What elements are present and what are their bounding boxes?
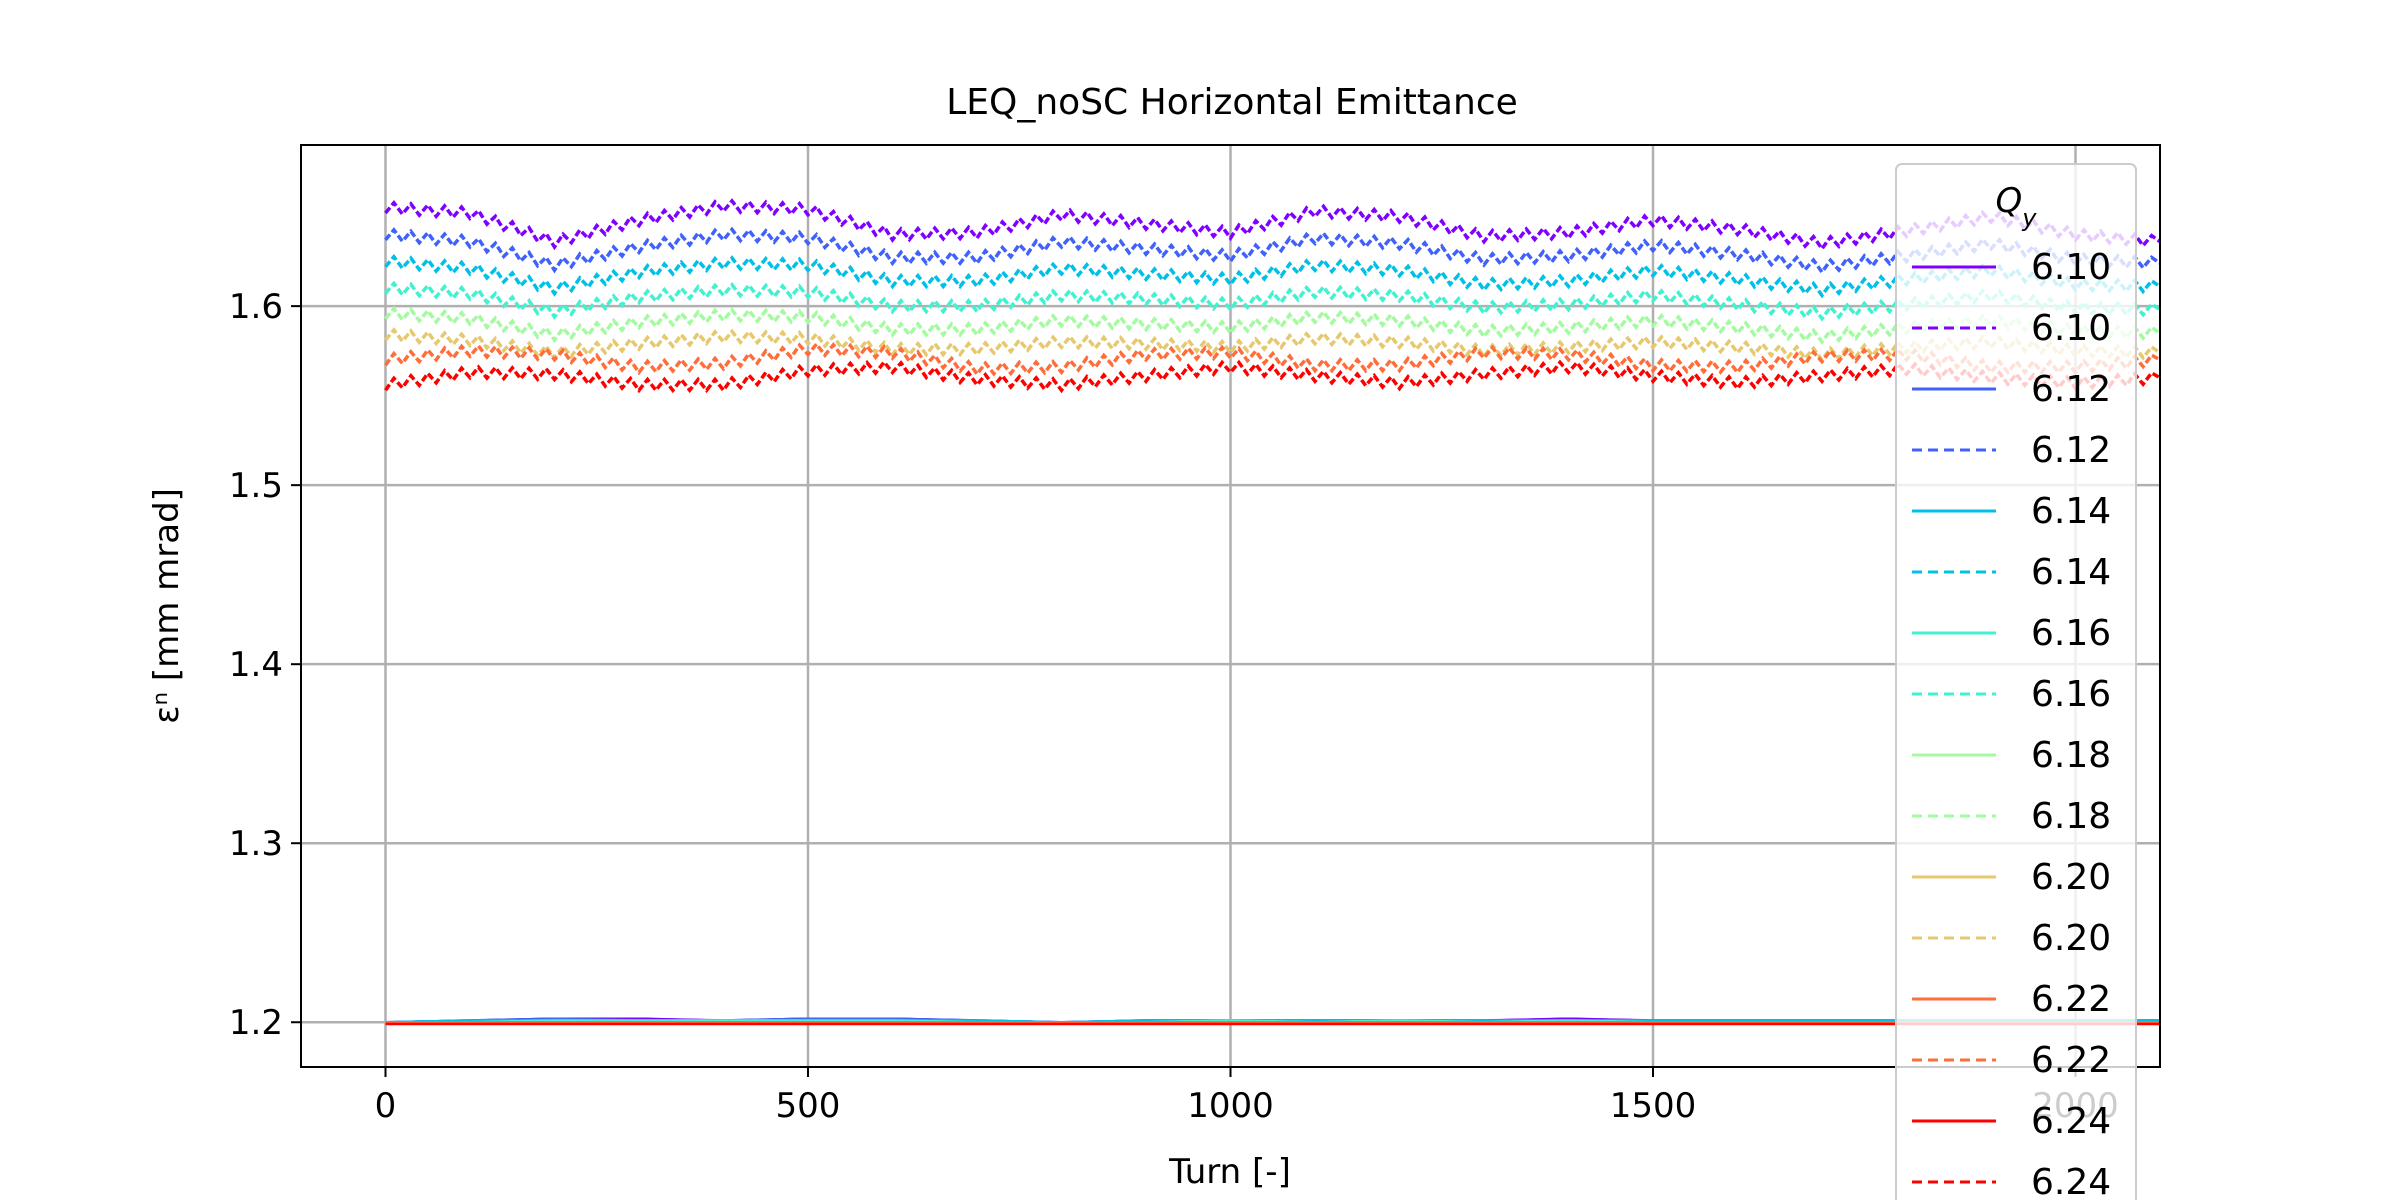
x-axis-ticks: 0500100015002000	[375, 1067, 2119, 1126]
legend-label: 6.20	[2031, 918, 2111, 959]
legend-label: 6.24	[2031, 1101, 2111, 1142]
legend-label: 6.20	[2031, 857, 2111, 898]
legend-label: 6.10	[2031, 247, 2111, 288]
legend-label: 6.22	[2031, 1040, 2111, 1081]
y-axis-ticks: 1.2 1.3 1.4 1.5 1.6	[229, 287, 301, 1043]
series-line-6-10-dashed	[384, 198, 2162, 252]
y-tick-label: 1.3	[229, 824, 283, 864]
legend-label: 6.14	[2031, 491, 2111, 532]
legend-label: 6.22	[2031, 979, 2111, 1020]
legend-label: 6.16	[2031, 674, 2111, 715]
series-line-6-20-dashed	[384, 327, 2161, 363]
legend-label: 6.24	[2031, 1162, 2111, 1200]
y-tick-label: 1.5	[229, 466, 283, 506]
x-tick-label: 1500	[1610, 1086, 1697, 1126]
series-line-6-22-dashed	[384, 341, 2161, 378]
x-tick-label: 500	[776, 1086, 841, 1126]
y-tick-label: 1.2	[229, 1003, 283, 1043]
legend-label: 6.18	[2031, 796, 2111, 837]
x-axis-label: Turn [-]	[1168, 1152, 1291, 1192]
y-tick-label: 1.4	[229, 645, 283, 685]
series-line-6-18-dashed	[384, 305, 2161, 345]
series-line-6-12-dashed	[384, 226, 2161, 276]
legend-label: 6.16	[2031, 613, 2111, 654]
legend-label: 6.12	[2031, 430, 2111, 471]
legend-label: 6.10	[2031, 308, 2111, 349]
series-line-6-14-dashed	[384, 253, 2161, 299]
legend: Qy6.106.106.126.126.146.146.166.166.186.…	[1895, 163, 2137, 1200]
x-tick-label: 0	[375, 1086, 397, 1126]
plot-area	[384, 198, 2162, 1026]
y-tick-label: 1.6	[229, 287, 283, 327]
legend-frame	[1895, 163, 2137, 1200]
series-line-6-24-dashed	[384, 359, 2161, 394]
series-line-6-16-dashed	[384, 280, 2161, 322]
chart-title: LEQ_noSC Horizontal Emittance	[946, 82, 1518, 123]
legend-label: 6.12	[2031, 369, 2111, 410]
x-tick-label: 1000	[1187, 1086, 1274, 1126]
y-axis-label: εⁿ [mm mrad]	[147, 488, 187, 724]
legend-label: 6.14	[2031, 552, 2111, 593]
legend-label: 6.18	[2031, 735, 2111, 776]
